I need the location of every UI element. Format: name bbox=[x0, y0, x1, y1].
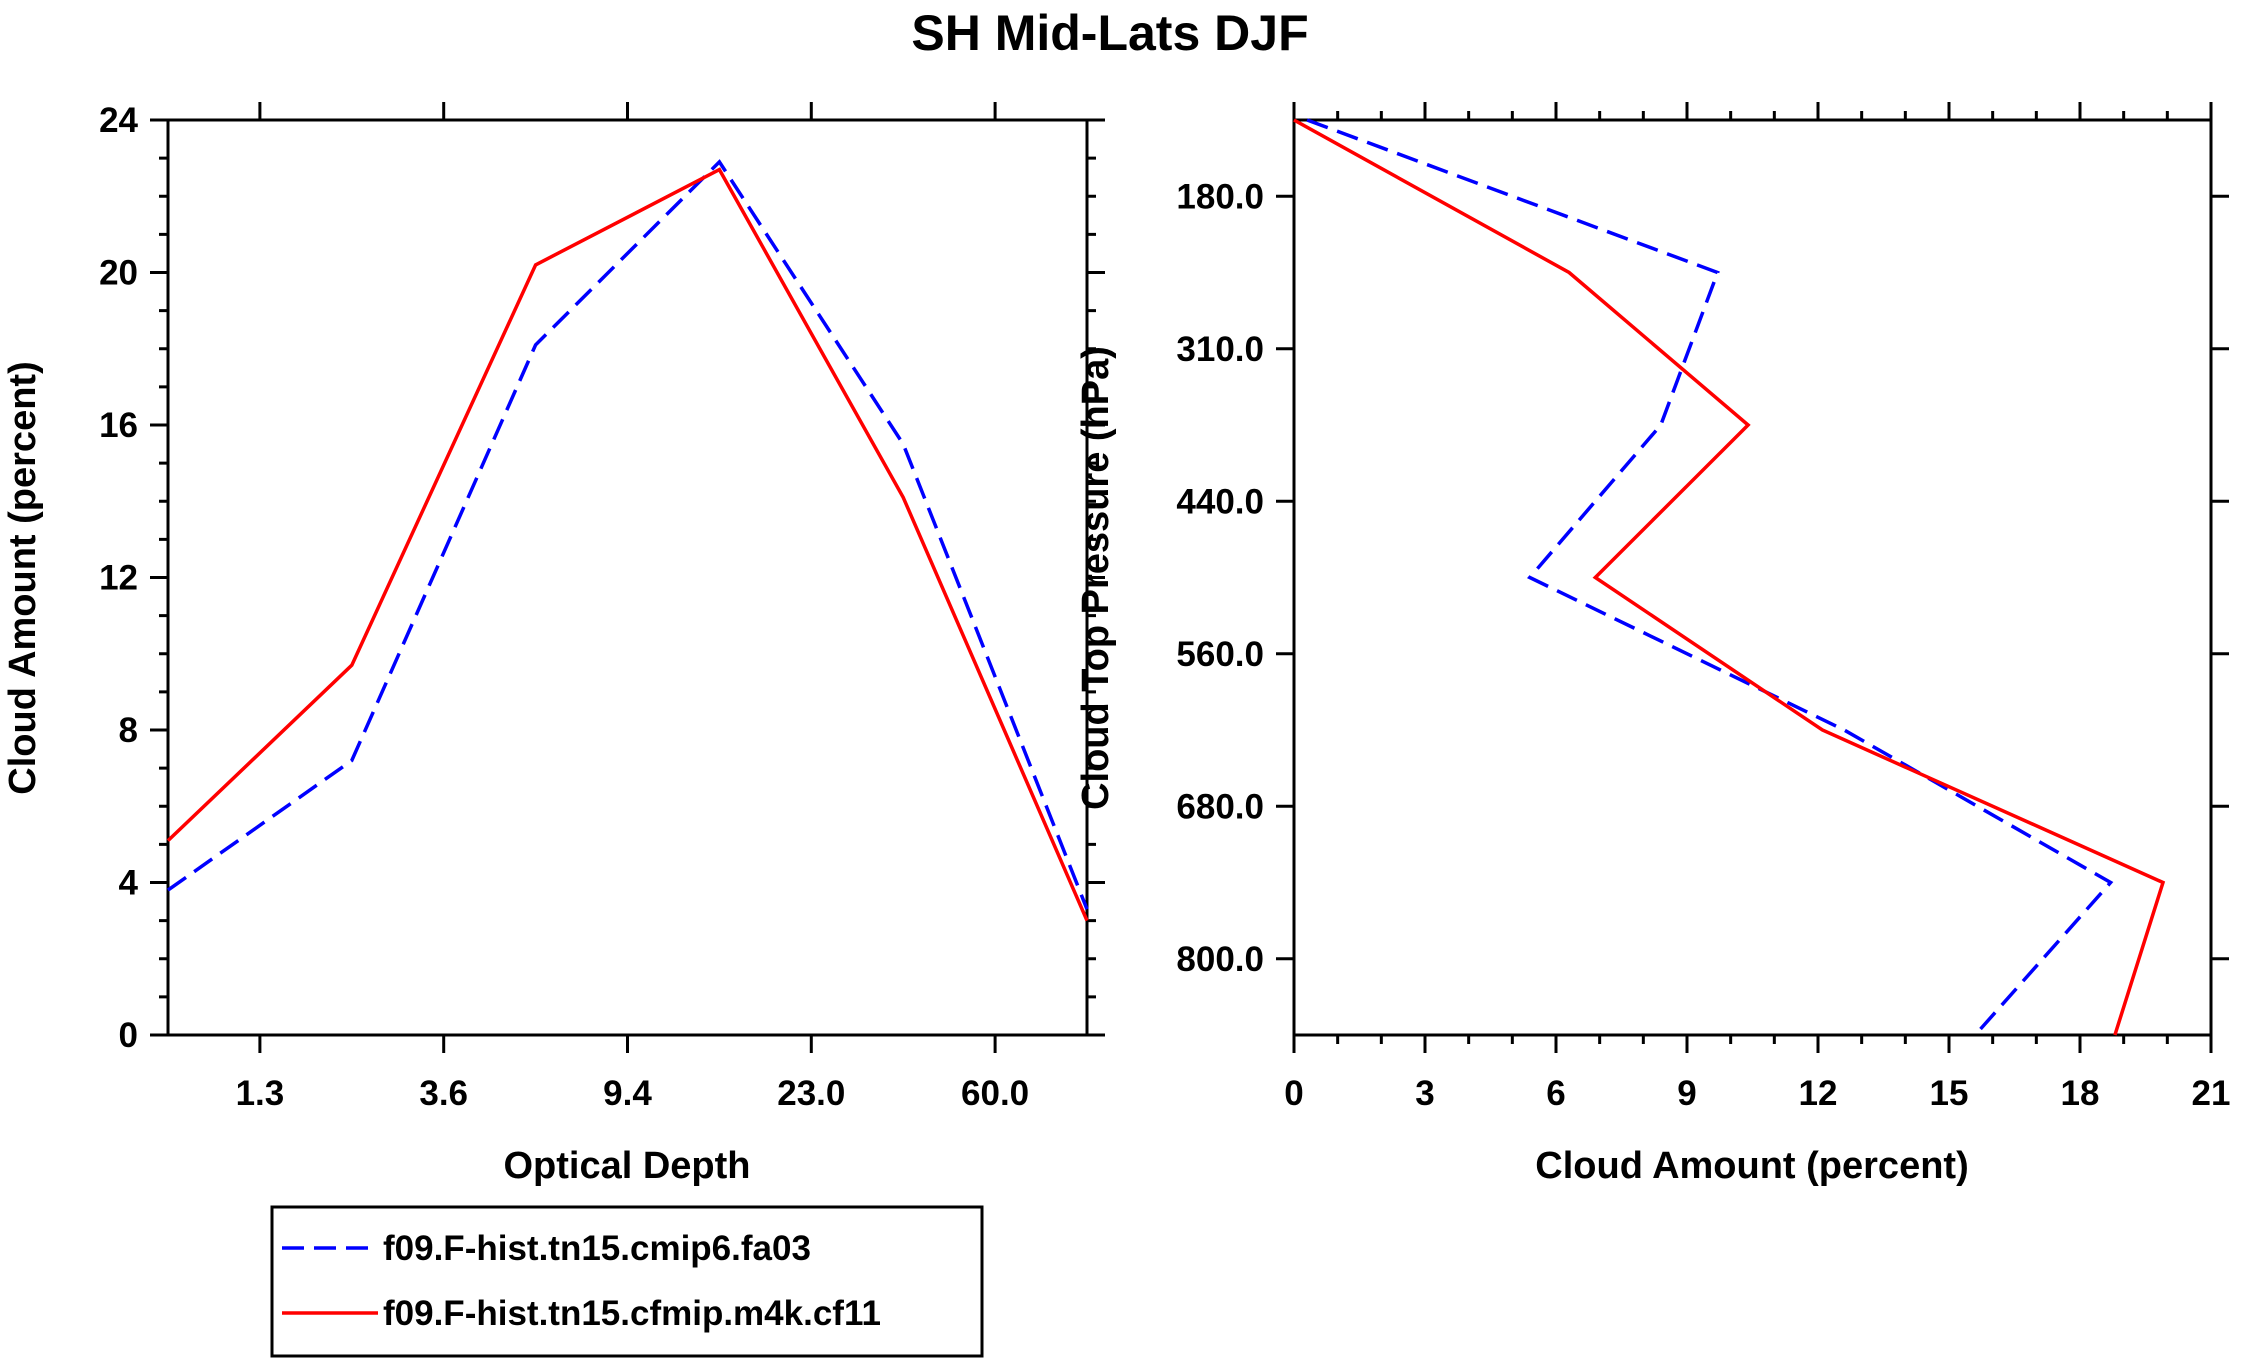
left-y-tick-label: 12 bbox=[99, 559, 138, 598]
left-x-tick-label: 60.0 bbox=[961, 1074, 1029, 1113]
right-x-tick-label: 18 bbox=[2061, 1074, 2100, 1113]
left-y-axis-label: Cloud Amount (percent) bbox=[2, 361, 44, 794]
right-y-tick-label: 180.0 bbox=[1176, 177, 1264, 216]
right-x-tick-label: 6 bbox=[1546, 1074, 1565, 1113]
right-series bbox=[1293, 118, 2166, 1037]
right-y-tick-label: 560.0 bbox=[1176, 635, 1264, 674]
left-y-tick-label: 0 bbox=[119, 1016, 138, 1055]
right-x-tick-label: 9 bbox=[1677, 1074, 1696, 1113]
left-series-line-1 bbox=[166, 167, 1089, 922]
right-y-tick-label: 680.0 bbox=[1176, 787, 1264, 826]
left-plot-frame bbox=[166, 118, 1089, 1037]
left-x-tick-label: 9.4 bbox=[603, 1074, 652, 1113]
right-y-tick-label: 310.0 bbox=[1176, 330, 1264, 369]
left-series bbox=[166, 159, 1089, 922]
left-series-line-0 bbox=[166, 159, 1089, 910]
right-x-tick-label: 12 bbox=[1799, 1074, 1838, 1113]
legend: f09.F-hist.tn15.cmip6.fa03 f09.F-hist.tn… bbox=[270, 1205, 984, 1358]
left-y-tick-label: 4 bbox=[119, 864, 139, 903]
legend-entry-blue: f09.F-hist.tn15.cmip6.fa03 bbox=[383, 1229, 811, 1268]
right-y-tick-label: 440.0 bbox=[1176, 482, 1264, 521]
right-y-tick-label: 800.0 bbox=[1176, 940, 1264, 979]
chart-title: SH Mid-Lats DJF bbox=[911, 5, 1308, 61]
right-x-tick-label: 3 bbox=[1415, 1074, 1434, 1113]
left-x-tick-label: 3.6 bbox=[419, 1074, 468, 1113]
right-panel: 0 3 6 9 12 15 18 21 180.0 310.0 440.0 560.0 680.0 800… bbox=[1075, 102, 2230, 1187]
legend-box bbox=[270, 1205, 984, 1358]
right-x-tick-label: 15 bbox=[1930, 1074, 1969, 1113]
left-x-tick-label: 1.3 bbox=[236, 1074, 285, 1113]
right-x-tick-label: 21 bbox=[2192, 1074, 2231, 1113]
left-y-tick-label: 8 bbox=[119, 711, 138, 750]
left-panel: 0 4 8 12 16 20 24 1.3 3.6 9.4 23.0 60.0 Optical Dep… bbox=[2, 101, 1105, 1187]
right-x-tick-label: 0 bbox=[1284, 1074, 1303, 1113]
left-y-tick-label: 16 bbox=[99, 406, 138, 445]
legend-entry-red: f09.F-hist.tn15.cfmip.m4k.cf11 bbox=[383, 1294, 881, 1333]
right-x-axis-label: Cloud Amount (percent) bbox=[1535, 1145, 1968, 1187]
right-series-line-0 bbox=[1306, 118, 2114, 1037]
left-ticks: 0 4 8 12 16 20 24 1.3 3.6 9.4 23.0 60.0 bbox=[99, 101, 1105, 1113]
right-plot-frame bbox=[1292, 118, 2213, 1037]
right-y-axis-label: Cloud Top Pressure (hPa) bbox=[1075, 346, 1117, 810]
left-y-tick-label: 24 bbox=[99, 101, 138, 140]
left-y-tick-label: 20 bbox=[99, 254, 138, 293]
left-x-tick-label: 23.0 bbox=[777, 1074, 845, 1113]
left-x-axis-label: Optical Depth bbox=[503, 1145, 750, 1187]
right-ticks: 0 3 6 9 12 15 18 21 180.0 310.0 440.0 560.0 680.0 800… bbox=[1176, 102, 2230, 1113]
right-series-line-1 bbox=[1293, 118, 2166, 1036]
